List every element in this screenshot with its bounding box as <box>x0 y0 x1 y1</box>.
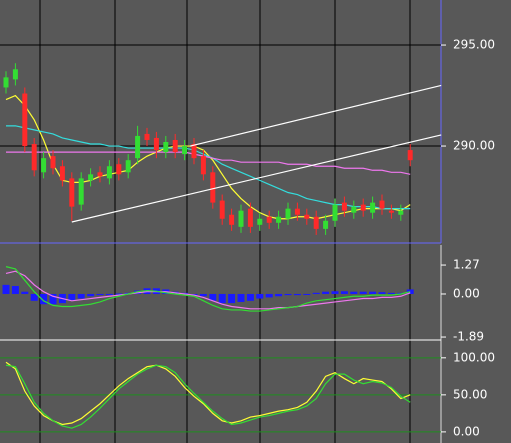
histogram-bar <box>293 293 301 296</box>
histogram-bar <box>49 293 57 305</box>
candle-body <box>116 164 122 175</box>
indicator-line <box>5 361 411 426</box>
y-tick-label: 100.00 <box>453 350 495 364</box>
candle-body <box>407 150 413 161</box>
histogram-bar <box>218 293 226 304</box>
histogram-bar <box>350 291 358 294</box>
histogram-bar <box>331 291 339 294</box>
histogram-bar <box>11 286 19 294</box>
candle-body <box>323 220 329 229</box>
y-tick-label: 0.00 <box>453 286 480 300</box>
y-tick-label: 0.00 <box>453 424 480 438</box>
histogram-bar <box>312 292 320 294</box>
candle-body <box>294 208 300 215</box>
candle-body <box>398 210 404 215</box>
indicator-line <box>5 270 411 310</box>
candle-body <box>22 93 28 147</box>
histogram-bar <box>265 293 273 298</box>
histogram-bar <box>275 293 283 297</box>
candle-body <box>97 172 103 177</box>
histogram-bar <box>303 293 311 295</box>
y-tick-label: 50.00 <box>453 387 487 401</box>
y-tick-label: 295.00 <box>453 38 495 52</box>
candle-body <box>3 77 9 88</box>
candle-body <box>88 174 94 181</box>
histogram-bar <box>378 292 386 294</box>
indicator-line <box>5 266 411 312</box>
indicator-line <box>6 151 411 175</box>
candle-body <box>191 144 197 159</box>
histogram-bar <box>105 293 113 295</box>
candle-body <box>31 144 37 171</box>
y-tick-label: -1.89 <box>453 330 484 344</box>
candle-body <box>285 208 291 219</box>
histogram-bar <box>256 293 264 299</box>
histogram-bar <box>369 291 377 294</box>
histogram-bar <box>87 293 95 297</box>
y-tick-label: 1.27 <box>453 258 480 272</box>
candle-body <box>341 202 347 211</box>
candle-body <box>41 158 47 173</box>
histogram-bar <box>237 293 245 302</box>
candle-body <box>257 218 263 225</box>
histogram-bar <box>284 293 292 296</box>
histogram-bar <box>40 293 48 305</box>
candle-body <box>379 200 385 209</box>
histogram-bar <box>228 293 236 304</box>
histogram-bar <box>21 291 29 294</box>
candle-body <box>106 166 112 179</box>
histogram-bar <box>68 293 76 301</box>
candle-body <box>125 160 131 173</box>
histogram-bar <box>96 293 104 296</box>
candle-body <box>144 133 150 140</box>
trend-line <box>71 134 442 223</box>
candle-body <box>266 216 272 223</box>
candle-body <box>12 69 18 80</box>
histogram-bar <box>77 293 85 299</box>
candle-body <box>200 156 206 175</box>
candle-body <box>370 202 376 213</box>
histogram-bar <box>2 284 10 294</box>
candle-body <box>247 208 253 227</box>
candle-body <box>50 156 56 169</box>
candle-body <box>360 204 366 211</box>
candle-body <box>351 206 357 213</box>
candle-body <box>332 204 338 221</box>
candle-body <box>153 137 159 151</box>
candle-body <box>313 216 319 229</box>
histogram-bar <box>359 291 367 294</box>
histogram-bar <box>340 291 348 294</box>
candle-body <box>388 210 394 213</box>
histogram-bar <box>322 291 330 294</box>
candle-body <box>229 214 235 225</box>
indicator-line <box>5 364 411 429</box>
histogram-bar <box>387 292 395 294</box>
histogram-bar <box>209 293 217 301</box>
candle-body <box>172 139 178 153</box>
histogram-bar <box>30 293 38 301</box>
candle-body <box>304 214 310 219</box>
histogram-bar <box>246 293 254 301</box>
candle-body <box>163 142 169 153</box>
candle-body <box>238 210 244 227</box>
candle-body <box>219 200 225 219</box>
histogram-bar <box>190 293 198 295</box>
candle-body <box>182 146 188 155</box>
candle-body <box>276 216 282 223</box>
candle-body <box>78 178 84 205</box>
histogram-bar <box>115 293 123 295</box>
y-tick-label: 290.00 <box>453 139 495 153</box>
candle-body <box>69 178 75 207</box>
trend-line <box>190 84 442 147</box>
candle-body <box>210 172 216 203</box>
histogram-bar <box>199 293 207 297</box>
candle-body <box>135 135 141 159</box>
candle-body <box>59 166 65 181</box>
